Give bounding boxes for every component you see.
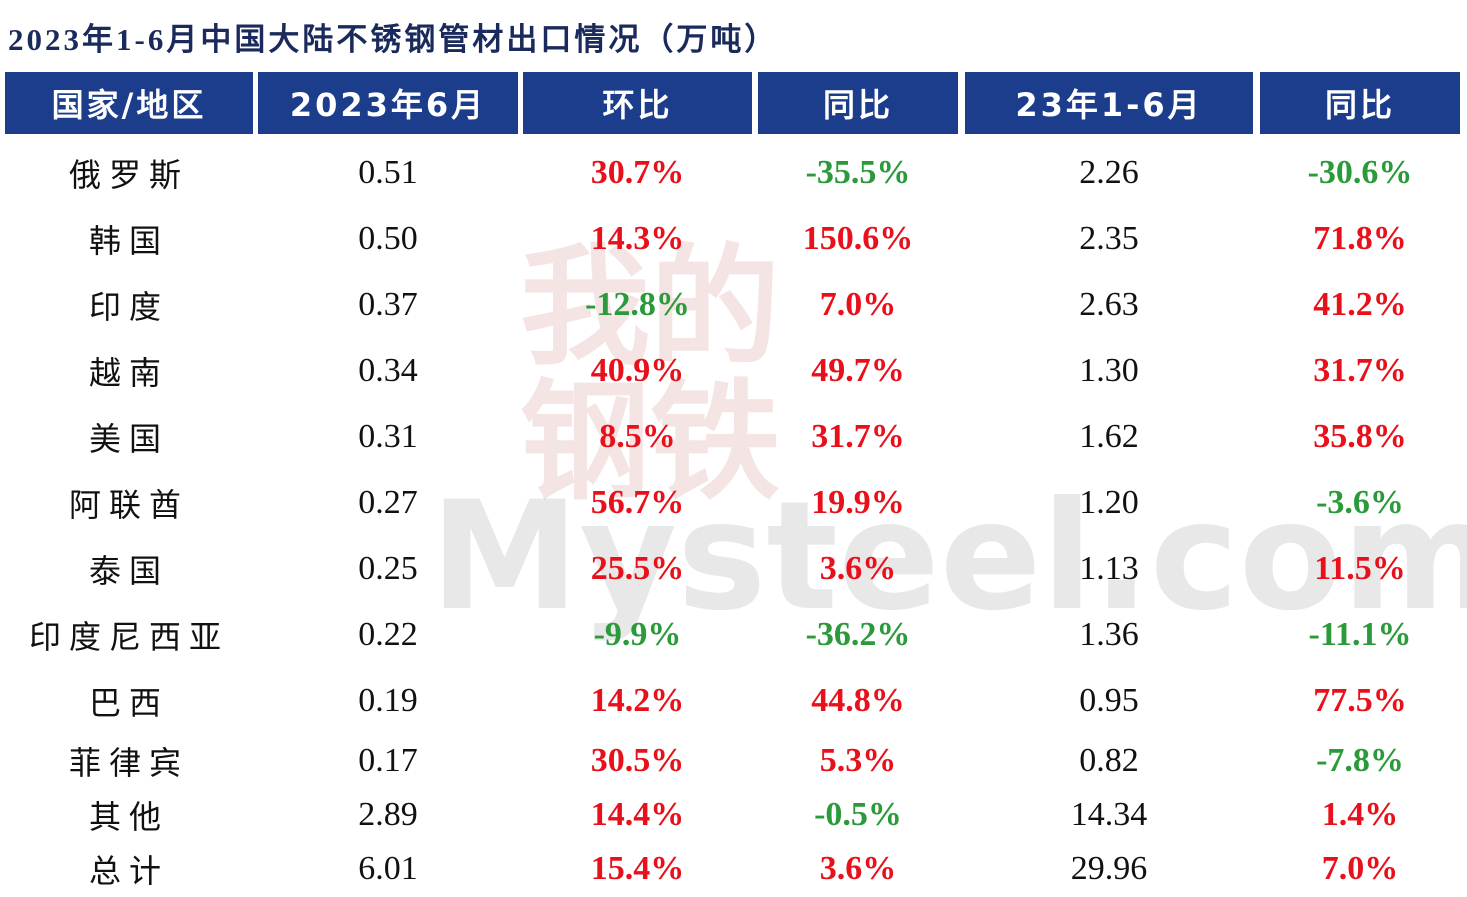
row-label: 阿联酋 bbox=[68, 487, 189, 523]
table-cell: -11.1% bbox=[1308, 616, 1412, 653]
table-cell: 31.7% bbox=[811, 418, 905, 455]
table-cell: 44.8% bbox=[811, 682, 905, 719]
table-cell: 77.5% bbox=[1313, 682, 1407, 719]
row-label: 俄罗斯 bbox=[68, 157, 189, 193]
table-cell: 1.13 bbox=[1079, 550, 1139, 587]
table-cell: 0.17 bbox=[358, 742, 418, 779]
table-cell: 5.3% bbox=[819, 742, 897, 779]
row-label: 巴西 bbox=[88, 685, 169, 721]
table-cell: 35.8% bbox=[1313, 418, 1407, 455]
row-label: 总计 bbox=[88, 853, 169, 889]
row-label: 美国 bbox=[88, 421, 169, 457]
header-cell: 2023年6月 bbox=[258, 72, 518, 134]
table-cell: 25.5% bbox=[590, 550, 685, 587]
table-cell: 0.22 bbox=[358, 616, 418, 653]
table-cell: 14.2% bbox=[590, 682, 685, 719]
table-cell: 1.36 bbox=[1079, 616, 1139, 653]
table-cell: 15.4% bbox=[590, 850, 685, 887]
table-cell: 56.7% bbox=[590, 484, 685, 521]
table-cell: -35.5% bbox=[805, 154, 911, 191]
table-cell: 31.7% bbox=[1313, 352, 1407, 389]
table-cell: 6.01 bbox=[358, 850, 418, 887]
table-cell: 1.62 bbox=[1079, 418, 1139, 455]
table-cell: 30.5% bbox=[590, 742, 685, 779]
row-label: 其他 bbox=[88, 799, 169, 835]
table-cell: 2.26 bbox=[1079, 154, 1139, 191]
table-cell: 0.51 bbox=[358, 154, 418, 191]
table-cell: 7.0% bbox=[819, 286, 897, 323]
table-cell: 0.19 bbox=[358, 682, 418, 719]
table-cell: 2.63 bbox=[1079, 286, 1139, 323]
table-cell: 30.7% bbox=[590, 154, 685, 191]
table-cell: 71.8% bbox=[1313, 220, 1407, 257]
table-cell: 0.25 bbox=[358, 550, 418, 587]
table-cell: -12.8% bbox=[585, 286, 690, 323]
table-cell: 11.5% bbox=[1314, 550, 1406, 587]
row-label: 泰国 bbox=[88, 553, 169, 589]
table-cell: -36.2% bbox=[805, 616, 911, 653]
header-cell: 国家/地区 bbox=[5, 72, 253, 134]
table-cell: 0.34 bbox=[358, 352, 418, 389]
row-label: 菲律宾 bbox=[68, 745, 189, 781]
table-cell: 1.4% bbox=[1321, 796, 1399, 833]
table-cell: 14.34 bbox=[1070, 796, 1148, 833]
header-cell: 环比 bbox=[523, 72, 752, 134]
table-title: 2023年1-6月中国大陆不锈钢管材出口情况（万吨） bbox=[8, 22, 779, 57]
table-cell: 0.50 bbox=[358, 220, 418, 257]
table-cell: 1.20 bbox=[1079, 484, 1139, 521]
table-cell: -0.5% bbox=[814, 796, 902, 833]
table-cell: 41.2% bbox=[1313, 286, 1407, 323]
table-cell: 8.5% bbox=[599, 418, 676, 455]
row-label: 印度尼西亚 bbox=[28, 619, 229, 655]
table-cell: 14.3% bbox=[590, 220, 685, 257]
row-label: 韩国 bbox=[88, 223, 169, 259]
row-label: 印度 bbox=[88, 289, 169, 325]
table-cell: 3.6% bbox=[819, 850, 897, 887]
table-cell: 150.6% bbox=[802, 220, 914, 257]
table-cell: 1.30 bbox=[1079, 352, 1139, 389]
table-cell: -9.9% bbox=[593, 616, 682, 653]
table-cell: -7.8% bbox=[1316, 742, 1404, 779]
table-cell: 29.96 bbox=[1070, 850, 1148, 887]
table-cell: 0.27 bbox=[358, 484, 418, 521]
table-cell: 40.9% bbox=[590, 352, 685, 389]
header-cell: 同比 bbox=[758, 72, 958, 134]
table-cell: 7.0% bbox=[1321, 850, 1399, 887]
table-cell: 49.7% bbox=[811, 352, 905, 389]
header-cell: 同比 bbox=[1260, 72, 1460, 134]
header-cell: 23年1-6月 bbox=[965, 72, 1253, 134]
table-cell: 0.95 bbox=[1079, 682, 1139, 719]
table-cell: 0.82 bbox=[1079, 742, 1139, 779]
table-cell: 14.4% bbox=[590, 796, 685, 833]
table-cell: 0.31 bbox=[358, 418, 418, 455]
table-cell: 19.9% bbox=[811, 484, 905, 521]
table-cell: 3.6% bbox=[819, 550, 897, 587]
table-cell: 2.35 bbox=[1079, 220, 1139, 257]
table-cell: -3.6% bbox=[1316, 484, 1404, 521]
table-cell: 0.37 bbox=[358, 286, 418, 323]
row-label: 越南 bbox=[88, 355, 169, 391]
table-cell: 2.89 bbox=[358, 796, 418, 833]
table-cell: -30.6% bbox=[1307, 154, 1413, 191]
